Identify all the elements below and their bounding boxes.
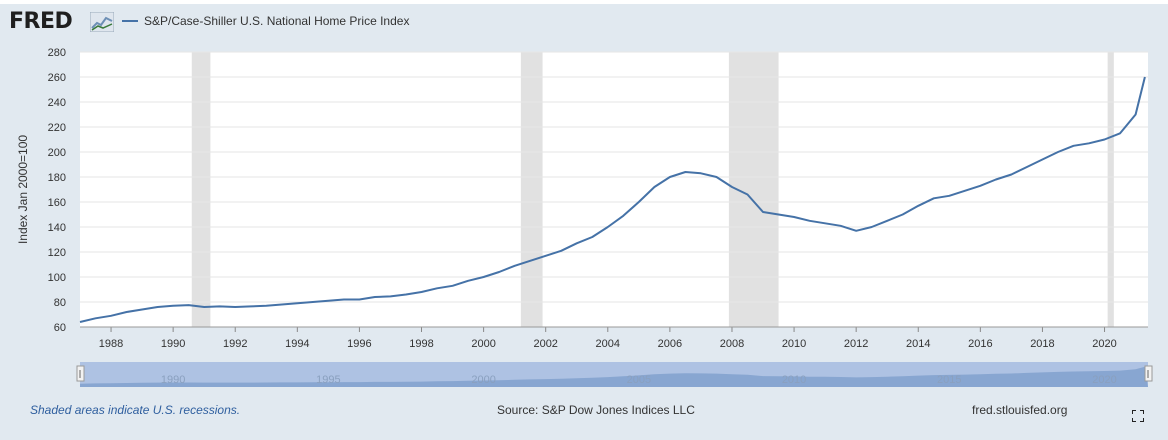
- x-tick-label: 2006: [658, 338, 682, 350]
- x-tick-label: 2010: [782, 338, 806, 350]
- top-border: [0, 0, 1168, 4]
- source-credit: Source: S&P Dow Jones Indices LLC: [497, 403, 695, 417]
- navigator-area: [80, 366, 1148, 387]
- x-tick-label: 2008: [720, 338, 744, 350]
- legend-series-label: S&P/Case-Shiller U.S. National Home Pric…: [144, 14, 410, 28]
- recession-band: [1107, 52, 1114, 327]
- recession-note[interactable]: Shaded areas indicate U.S. recessions.: [30, 403, 241, 417]
- x-tick-label: 2014: [906, 338, 930, 350]
- recession-band: [191, 52, 211, 327]
- x-tick-label: 2018: [1030, 338, 1054, 350]
- y-tick-label: 120: [48, 247, 66, 259]
- x-tick-label: 1996: [347, 338, 371, 350]
- x-tick-label: 2000: [471, 338, 495, 350]
- series-line: [79, 76, 1146, 323]
- navigator-year-label: 1990: [161, 374, 185, 386]
- fred-chart-logo-icon: [90, 12, 114, 32]
- x-tick-label: 1990: [161, 338, 185, 350]
- x-tick-label: 2002: [533, 338, 557, 350]
- y-tick-label: 200: [48, 147, 66, 159]
- y-tick-label: 100: [48, 272, 66, 284]
- chart-legend[interactable]: S&P/Case-Shiller U.S. National Home Pric…: [122, 14, 409, 28]
- navigator-year-label: 2010: [782, 374, 806, 386]
- navigator-year-label: 2020: [1092, 374, 1116, 386]
- x-tick-label: 1998: [409, 338, 433, 350]
- x-tick-label: 2020: [1092, 338, 1116, 350]
- recession-band: [520, 52, 543, 327]
- navigator-year-label: 2015: [937, 374, 961, 386]
- y-tick-label: 260: [48, 72, 66, 84]
- x-tick-label: 2016: [968, 338, 992, 350]
- y-tick-label: 180: [48, 172, 66, 184]
- navigator-year-label: 2000: [471, 374, 495, 386]
- x-tick-label: 1994: [285, 338, 309, 350]
- legend-line-swatch: [122, 20, 138, 22]
- x-tick-label: 2012: [844, 338, 868, 350]
- navigator-year-label: 1995: [316, 374, 340, 386]
- fullscreen-icon[interactable]: [1132, 410, 1144, 422]
- y-tick-label: 140: [48, 222, 66, 234]
- y-tick-label: 280: [48, 47, 66, 59]
- x-tick-label: 1992: [223, 338, 247, 350]
- y-tick-label: 240: [48, 97, 66, 109]
- site-url[interactable]: fred.stlouisfed.org: [972, 403, 1068, 417]
- navigator-year-label: 2005: [627, 374, 651, 386]
- x-tick-label: 1988: [99, 338, 123, 350]
- x-tick-label: 2004: [596, 338, 620, 350]
- fred-logo[interactable]: FRED: [9, 9, 73, 34]
- y-tick-label: 60: [54, 322, 66, 334]
- y-tick-label: 220: [48, 122, 66, 134]
- y-axis-label: Index Jan 2000=100: [16, 135, 30, 244]
- y-tick-label: 80: [54, 297, 66, 309]
- y-tick-label: 160: [48, 197, 66, 209]
- plot-area: [80, 52, 1148, 327]
